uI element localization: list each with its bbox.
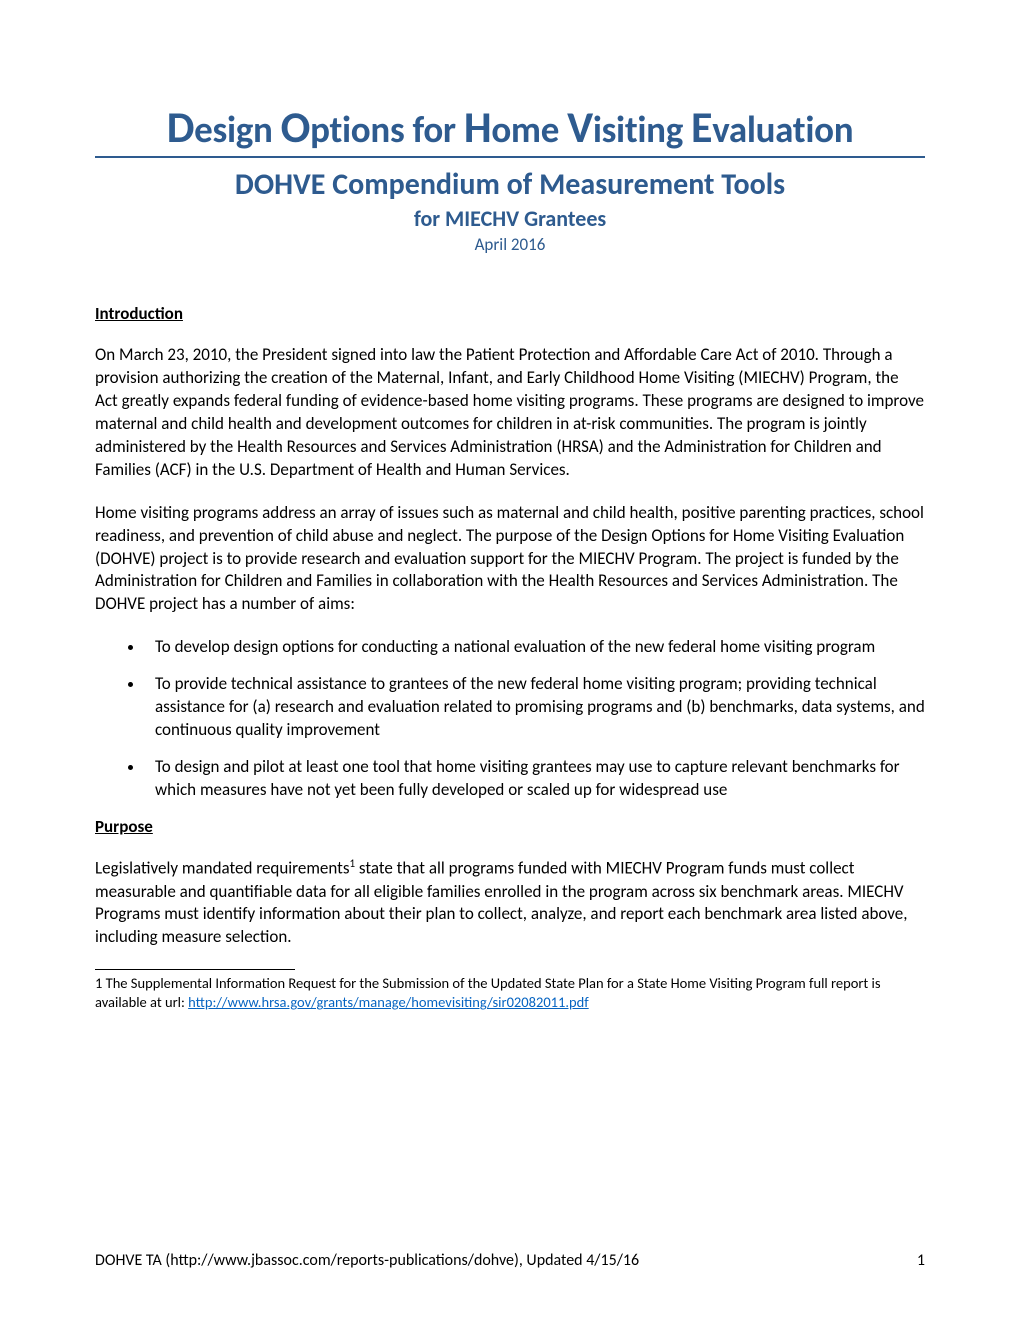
title-part-1: esign [194, 107, 280, 152]
title-cap-e: E [691, 100, 712, 154]
footnote-1: 1 The Supplemental Information Request f… [95, 974, 925, 1012]
footer-left: DOHVE TA (http://www.jbassoc.com/reports… [95, 1251, 639, 1270]
title-cap-h: H [464, 100, 491, 154]
intro-paragraph-1: On March 23, 2010, the President signed … [95, 344, 925, 482]
title-cap-d: D [167, 100, 194, 154]
title-cap-v: V [567, 100, 593, 154]
title-part-3: ptions for [310, 107, 464, 152]
section-heading-purpose: Purpose [95, 816, 925, 837]
title-part-5: ome [491, 107, 567, 152]
list-item: To design and pilot at least one tool th… [145, 756, 925, 802]
document-subtitle: DOHVE Compendium of Measurement Tools [95, 166, 925, 203]
title-part-7: isiting [593, 107, 691, 152]
purpose-text-pre: Legislatively mandated requirements [95, 858, 350, 879]
document-title: Design Options for Home Visiting Evaluat… [95, 100, 925, 158]
document-subtitle-2: for MIECHV Grantees [95, 205, 925, 232]
document-date: April 2016 [95, 234, 925, 255]
page-footer: DOHVE TA (http://www.jbassoc.com/reports… [95, 1251, 925, 1270]
footer-page-number: 1 [917, 1251, 925, 1270]
intro-paragraph-2: Home visiting programs address an array … [95, 502, 925, 617]
purpose-paragraph: Legislatively mandated requirements1 sta… [95, 857, 925, 949]
list-item: To develop design options for conducting… [145, 636, 925, 659]
aims-list: To develop design options for conducting… [145, 636, 925, 802]
section-heading-introduction: Introduction [95, 303, 925, 324]
footnote-divider [95, 969, 295, 970]
title-part-9: valuation [712, 107, 853, 152]
list-item: To provide technical assistance to grant… [145, 673, 925, 742]
title-cap-o: O [281, 100, 310, 154]
footnote-link[interactable]: http://www.hrsa.gov/grants/manage/homevi… [188, 993, 589, 1011]
